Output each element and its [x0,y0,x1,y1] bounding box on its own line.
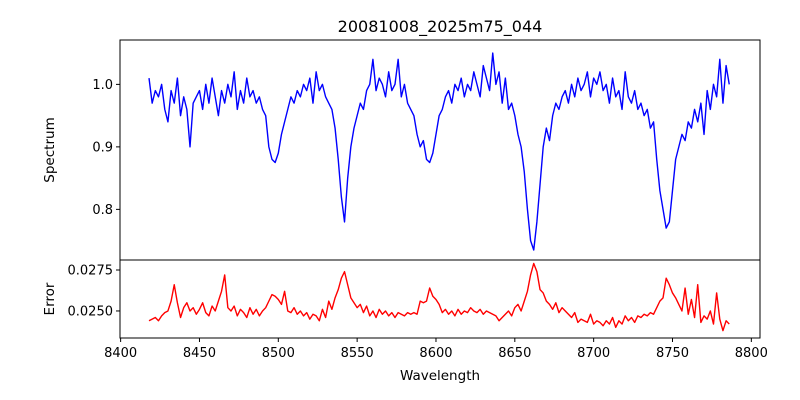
error-axes-frame [119,259,761,339]
x-tick-label: 8750 [656,346,689,361]
error-y-tick-label: 0.0250 [68,304,114,319]
spectrum-y-tick-label: 0.9 [92,140,113,155]
x-tick-label: 8600 [419,346,452,361]
x-axis-label: Wavelength [400,368,480,384]
spectrum-y-tick-label: 0.8 [92,203,113,218]
y-axis-label-error: Error [42,282,58,315]
x-tick-label: 8800 [735,346,768,361]
x-tick-label: 8650 [498,346,531,361]
x-tick-label: 8550 [341,346,374,361]
error-series-line [148,262,730,332]
error-axes: 0.0250 0.0275 8400 8450 8500 8550 8600 8650 8700… [68,259,768,361]
spectrum-y-tick-label: 1.0 [92,78,113,93]
spectrum-series-line [148,52,730,251]
x-tick-label: 8500 [262,346,295,361]
x-tick-label: 8700 [577,346,610,361]
x-tick-label: 8400 [104,346,137,361]
error-y-tick-label: 0.0275 [68,263,114,278]
y-axis-label-spectrum: Spectrum [42,117,58,182]
x-tick-label: 8450 [183,346,216,361]
chart-title: 20081008_2025m75_044 [338,17,543,37]
